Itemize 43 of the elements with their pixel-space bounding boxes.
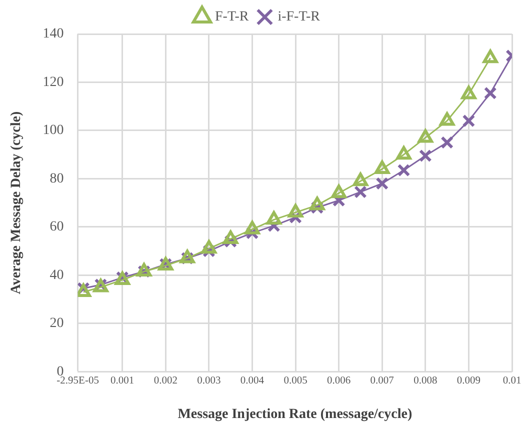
x-tick-label: -2.95E-05 (56, 376, 99, 387)
point (331, 184, 346, 198)
y-tick-label: 120 (42, 74, 64, 90)
y-tick-label: 20 (50, 316, 64, 332)
point (482, 50, 498, 64)
point (288, 204, 304, 218)
point (352, 172, 368, 186)
point (376, 177, 389, 190)
x-axis-title: Message Injection Rate (message/cycle) (178, 407, 412, 422)
y-tick-label: 80 (50, 171, 64, 186)
point (396, 146, 412, 160)
x-tick-label: 0.004 (240, 376, 265, 387)
legend-label: F-T-R (215, 10, 250, 25)
point (461, 86, 476, 100)
point (418, 129, 433, 143)
point (201, 240, 217, 254)
x-tick-label: 0.01 (502, 376, 522, 387)
point (440, 136, 454, 149)
y-axis-title: Average Message Delay (cycle) (9, 111, 24, 294)
point (310, 196, 325, 210)
point (266, 211, 282, 225)
point (244, 220, 260, 234)
point (374, 160, 390, 174)
x-tick-label: 0.002 (154, 376, 178, 387)
x-tick-label: 0.008 (414, 376, 438, 387)
x-tick-label: 0.003 (197, 376, 221, 387)
point (418, 149, 432, 162)
point (223, 230, 238, 244)
x-tick-label: 0.001 (110, 376, 134, 387)
point (354, 186, 367, 198)
point (462, 114, 476, 128)
point (397, 164, 410, 177)
x-tick-label: 0.006 (327, 376, 351, 387)
point (484, 86, 497, 100)
x-tick-label: 0.005 (284, 376, 308, 387)
x-tick-label: 0.007 (370, 376, 394, 387)
legend-label: i-F-T-R (278, 10, 321, 25)
y-tick-label: 40 (50, 268, 64, 283)
y-tick-label: 140 (42, 26, 64, 42)
y-tick-label: 100 (42, 123, 64, 138)
x-tick-label: 0.009 (456, 376, 481, 387)
y-tick-label: 60 (50, 220, 64, 235)
point (440, 112, 455, 126)
